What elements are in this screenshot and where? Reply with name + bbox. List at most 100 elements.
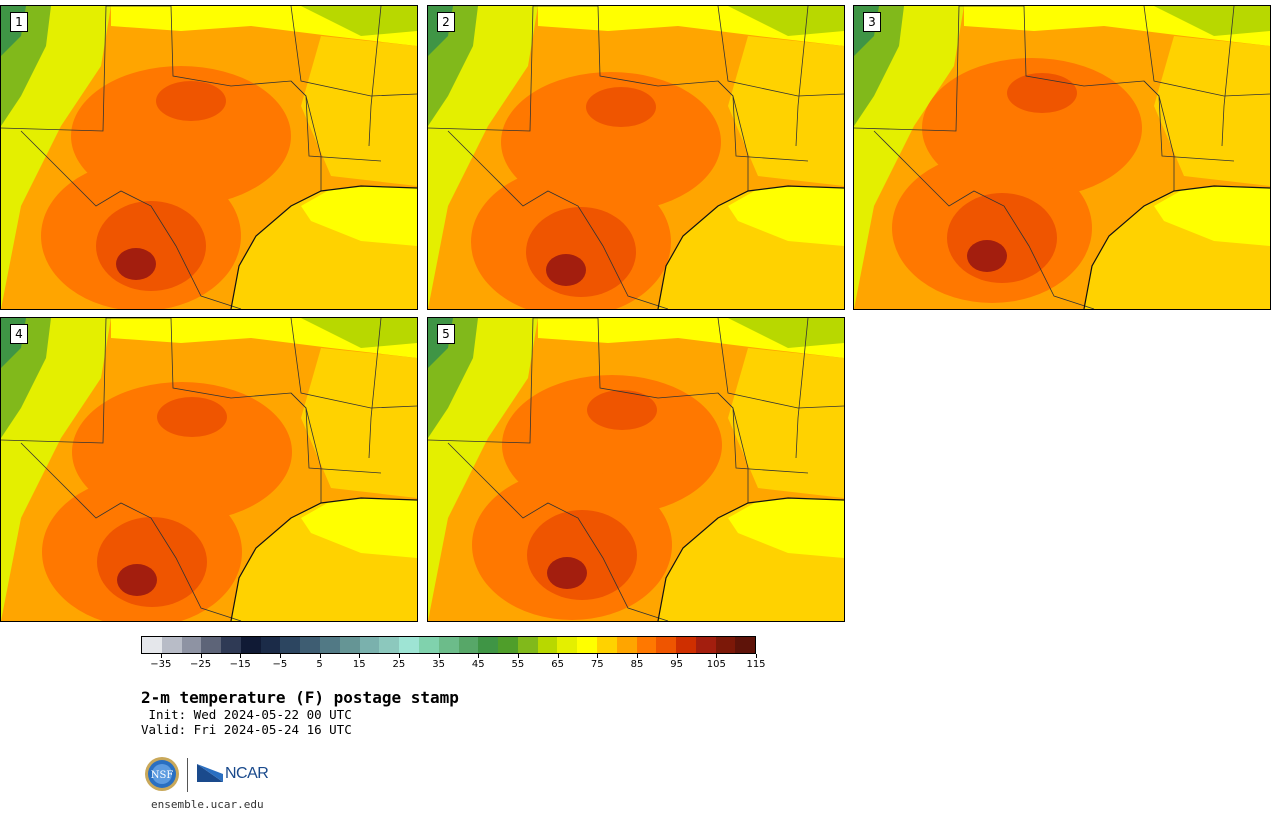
cool-region [728, 6, 844, 36]
colorbar-swatch [339, 637, 360, 653]
colorbar-swatch [478, 637, 499, 653]
country-border [873, 130, 1095, 309]
state-border [290, 80, 382, 162]
coastline [1083, 185, 1270, 309]
colorbar-swatch [379, 637, 400, 653]
state-border [533, 6, 749, 191]
state-border [290, 6, 417, 97]
cool-region [854, 6, 964, 309]
colorbar-tick [200, 654, 202, 658]
colorbar-tick-label: 15 [352, 659, 366, 670]
east-region [301, 36, 417, 186]
cool-region [428, 6, 538, 309]
panel-number: 2 [437, 12, 455, 32]
state-border [795, 318, 809, 459]
state-border [717, 392, 809, 474]
colorbar-swatch [715, 637, 736, 653]
colorbar-swatch [161, 637, 182, 653]
cool-region [1154, 6, 1270, 36]
colorbar-tick [756, 654, 757, 658]
hot-region [117, 564, 157, 596]
ncar-mark-icon [197, 764, 223, 782]
cool-region [301, 6, 417, 36]
state-border [1, 6, 107, 132]
state-border [854, 6, 960, 132]
init-time: Init: Wed 2024-05-22 00 UTC [141, 707, 352, 722]
state-border [106, 318, 322, 503]
colorbar-swatch [359, 637, 380, 653]
hot-region [157, 397, 227, 437]
colorbar-swatch [260, 637, 281, 653]
nsf-logo-icon: NSF [145, 757, 179, 791]
east-region [728, 36, 844, 186]
colorbar-tick [160, 654, 162, 658]
stamp-panel-2: 2 [427, 5, 845, 310]
colorbar-swatch [695, 637, 716, 653]
gulf-water [728, 186, 844, 246]
colorbar-tick [319, 654, 321, 658]
colorbar-swatch [577, 637, 597, 653]
state-border [717, 6, 844, 97]
state-border [1221, 6, 1235, 147]
colorbar-swatch [557, 637, 578, 653]
temperature-map [1, 318, 417, 621]
site-url: ensemble.ucar.edu [151, 798, 264, 811]
hot-region [546, 254, 586, 286]
state-border [795, 6, 809, 147]
colorbar-tick-label: −15 [229, 659, 251, 670]
colorbar-tick [359, 654, 361, 658]
colorbar-tick [597, 654, 599, 658]
colorbar-swatch [517, 637, 538, 653]
colorbar-swatch [498, 637, 518, 653]
colorbar-tick-label: 105 [706, 659, 726, 670]
colorbar-swatch [676, 637, 696, 653]
colorbar-tick-label: 95 [670, 659, 684, 670]
state-border [959, 6, 1175, 191]
coastline [657, 497, 844, 621]
panel-number: 4 [10, 324, 28, 344]
hot-region [96, 201, 206, 291]
coastline [230, 497, 417, 621]
hot-region [527, 510, 637, 600]
gulf-water [728, 498, 844, 558]
hot-region [967, 240, 1007, 272]
state-border [290, 392, 382, 474]
temperature-map [1, 6, 417, 309]
colorbar-ticks: −35 −25 −15 −5 5 15 25 35 45 55 65 75 85 95 105 115 [141, 654, 766, 670]
colorbar-tick-label: 25 [392, 659, 406, 670]
colorbar-tick [240, 654, 242, 658]
coastline [230, 185, 417, 309]
colorbar-swatch [418, 637, 439, 653]
hot-region [116, 248, 156, 280]
colorbar-swatch [320, 637, 340, 653]
cool-region [301, 318, 417, 348]
colorbar-tick-label: 75 [590, 659, 604, 670]
colorbar-swatch [300, 637, 321, 653]
logo-divider [187, 758, 188, 792]
panel-number: 3 [863, 12, 881, 32]
state-border [1143, 6, 1270, 97]
panel-number: 1 [10, 12, 28, 32]
east-region [728, 348, 844, 498]
colorbar-swatch [438, 637, 459, 653]
colorbar-tick [478, 654, 480, 658]
coastline [657, 185, 844, 309]
gulf-water [301, 186, 417, 246]
temperature-map [428, 6, 844, 309]
colorbar-swatch [636, 637, 657, 653]
colorbar-tick [716, 654, 718, 658]
ncar-logo-text: NCAR [225, 765, 269, 782]
colorbar-swatch [399, 637, 419, 653]
colorbar-tick [517, 654, 519, 658]
gulf-water [1154, 186, 1270, 246]
state-border [1, 318, 107, 444]
sponsor-logos: NSF NCAR [144, 756, 284, 794]
colorbar-swatch [181, 637, 202, 653]
colorbar-tick-label: −5 [272, 659, 288, 670]
state-border [1143, 80, 1235, 162]
stamp-panel-4: 4 [0, 317, 418, 622]
colorbar-swatch [458, 637, 479, 653]
stamp-panel-5: 5 [427, 317, 845, 622]
colorbar-tick [676, 654, 678, 658]
state-border [368, 318, 382, 459]
